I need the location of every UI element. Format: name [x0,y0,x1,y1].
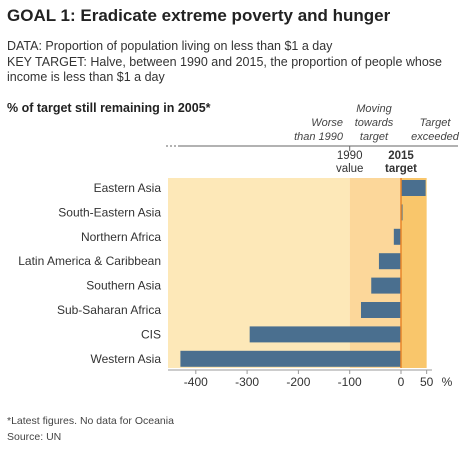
bar-sub-saharan-africa [360,302,401,318]
band-label-0-0: Worse [311,117,343,129]
category-label-5: Sub-Saharan Africa [57,303,161,317]
bar-south-eastern-asia [401,204,403,221]
category-label-6: CIS [141,327,161,341]
band-label-2-0: Target [420,117,452,129]
x-tick-label-0: -400 [184,375,208,389]
marker-label-1-b: target [385,163,417,175]
category-label-2: Northern Africa [81,230,161,244]
band-label-1-0: Moving [356,103,392,115]
page-title: GOAL 1: Eradicate extreme poverty and hu… [7,6,391,25]
category-label-4: Southern Asia [86,279,161,293]
bar-western-asia [180,350,401,367]
x-unit-label: % [442,375,453,389]
band-2 [401,178,427,368]
band-label-2-1: exceeded [411,131,460,143]
footnote: *Latest figures. No data for Oceania [7,415,174,427]
x-tick-label-2: -200 [286,375,310,389]
category-label-7: Western Asia [91,352,162,366]
marker-label-0-b: value [336,163,364,175]
band-label-0-1: than 1990 [294,131,344,143]
x-tick-label-4: 0 [398,375,405,389]
data-description: DATA: Proportion of population living on… [7,39,333,53]
x-tick-label-1: -300 [235,375,259,389]
bar-latin-america-caribbean [378,253,401,270]
band-label-1-2: target [360,131,389,143]
x-tick-label-3: -100 [338,375,362,389]
category-label-0: Eastern Asia [94,181,162,195]
bar-eastern-asia [401,180,426,196]
marker-label-1-a: 2015 [388,150,414,162]
band-label-1-1: towards [355,117,394,129]
category-label-3: Latin America & Caribbean [18,254,161,268]
chart-title: % of target still remaining in 2005* [7,101,211,115]
source-note: Source: UN [7,431,62,443]
bar-northern-africa [393,228,401,245]
x-tick-label-5: 50 [420,375,434,389]
bar-southern-asia [371,277,401,294]
category-label-1: South-Eastern Asia [58,205,161,219]
key-target-line-2: income is less than $1 a day [7,70,165,84]
key-target-line-1: KEY TARGET: Halve, between 1990 and 2015… [7,55,443,69]
marker-label-0-a: 1990 [337,150,363,162]
bar-cis [249,326,401,343]
